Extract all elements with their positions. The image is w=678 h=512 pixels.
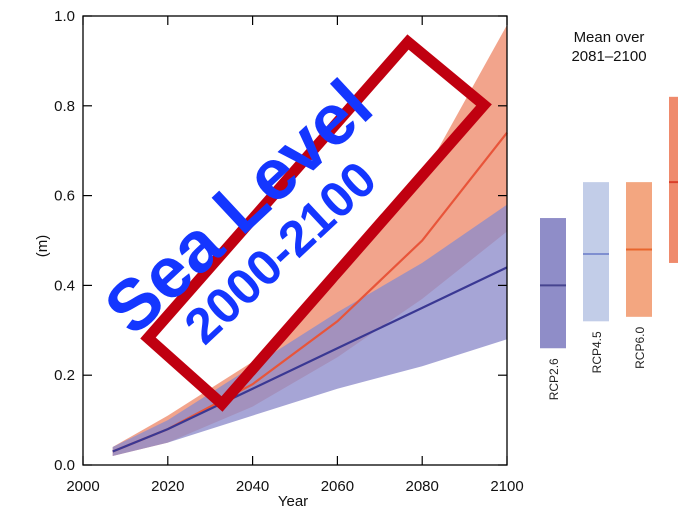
- y-tick-label: 0.6: [54, 188, 75, 205]
- y-tick-label: 0.2: [54, 367, 75, 384]
- inset-title-line-2: 2081–2100: [571, 48, 646, 65]
- bar-category-label: RCP6.0: [633, 327, 647, 369]
- inset-title-line-1: Mean over: [574, 29, 645, 46]
- y-tick-label: 1.0: [54, 8, 75, 25]
- x-tick-label: 2080: [406, 478, 439, 495]
- mean-2081-2100-bars: RCP2.6 RCP4.5 RCP6.0 RCP8.5: [540, 96, 678, 400]
- x-tick-label: 2100: [490, 478, 523, 495]
- x-tick-label: 2020: [151, 478, 184, 495]
- mean-line-1: [112, 266, 508, 453]
- y-tick-label: 0.4: [54, 277, 75, 294]
- y-tick-label: 0.0: [54, 457, 75, 474]
- bar-category-label: RCP2.6: [547, 358, 561, 400]
- bar-category-label: RCP8.5: [676, 273, 678, 315]
- bar-rcp26: [540, 218, 566, 349]
- mean-lines: [112, 132, 508, 453]
- y-axis-label: (m): [34, 235, 51, 258]
- bar-category-label: RCP4.5: [590, 331, 604, 373]
- bar-rcp45: [583, 182, 609, 322]
- x-tick-label: 2060: [321, 478, 354, 495]
- plot-frame: [82, 15, 508, 466]
- x-tick-label: 2000: [66, 478, 99, 495]
- plot-axes: 2000 2020 2040 2060 2080 2100 0.0 0.2 0.4 0.6 0.8 1…: [54, 8, 524, 495]
- x-axis-label: Year: [278, 493, 308, 510]
- y-tick-label: 0.8: [54, 98, 75, 115]
- bar-rcp85: [669, 96, 678, 263]
- x-tick-label: 2040: [236, 478, 269, 495]
- highlight-frame: [140, 34, 492, 412]
